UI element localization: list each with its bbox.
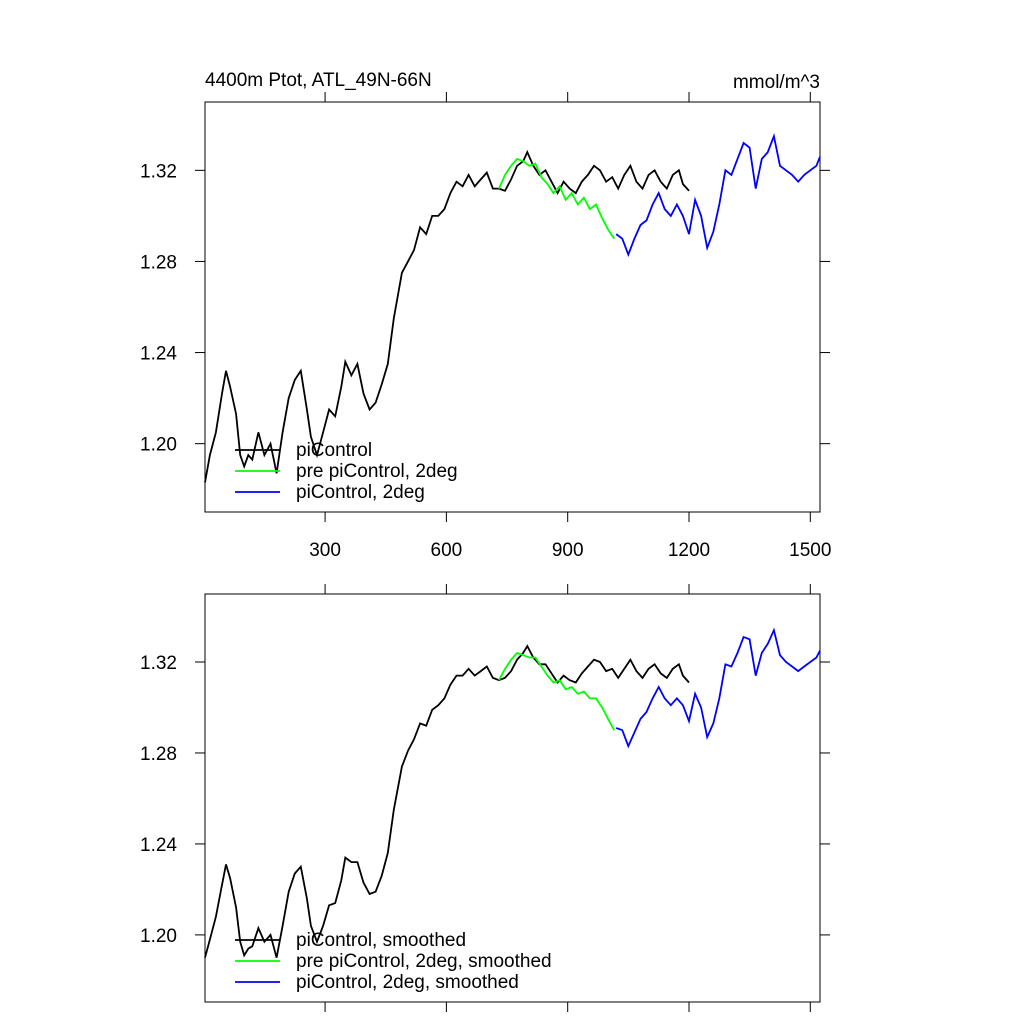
plot-frame <box>204 101 821 513</box>
series-line <box>204 644 690 958</box>
y-tick-label: 1.20 <box>140 435 177 456</box>
series-line <box>204 149 690 483</box>
x-tick-label: 300 <box>309 540 341 561</box>
x-tick-label: 900 <box>552 540 584 561</box>
y-tick-label: 1.32 <box>140 161 177 182</box>
series-line <box>615 133 821 258</box>
units-label: mmol/m^3 <box>733 72 820 93</box>
legend-label: piControl <box>296 440 372 461</box>
x-tick-label: 600 <box>431 540 463 561</box>
series-line <box>498 651 615 731</box>
legend-label: piControl, 2deg, smoothed <box>296 972 519 993</box>
chart-title: 4400m Ptot, ATL_49N-66N <box>205 70 432 91</box>
y-tick-label: 1.32 <box>140 653 177 674</box>
y-tick-label: 1.28 <box>140 744 177 765</box>
series-line <box>615 627 821 749</box>
legend-label: pre piControl, 2deg <box>296 461 458 482</box>
plot-frame <box>204 593 821 1003</box>
y-tick-label: 1.28 <box>140 252 177 273</box>
y-tick-label: 1.20 <box>140 926 177 947</box>
legend-label: piControl, smoothed <box>296 930 466 951</box>
x-tick-label: 1200 <box>668 540 710 561</box>
legend-label: piControl, 2deg <box>296 482 425 503</box>
legend-label: pre piControl, 2deg, smoothed <box>296 951 552 972</box>
series-line <box>498 157 615 240</box>
y-tick-label: 1.24 <box>140 344 177 365</box>
y-tick-label: 1.24 <box>140 835 177 856</box>
x-tick-label: 1500 <box>789 540 831 561</box>
